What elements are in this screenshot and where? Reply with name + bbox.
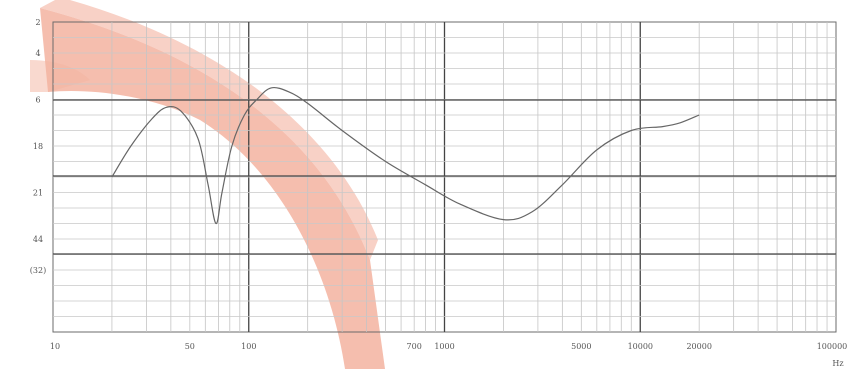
decorative-arc [40, 8, 385, 369]
x-tick-label: 20000 [686, 342, 711, 351]
x-tick-label: 5000 [571, 342, 591, 351]
y-tick-label: 6 [35, 96, 40, 105]
x-tick-label: 100 [241, 342, 256, 351]
x-tick-labels: 10 50 100 700 1000 5000 10000 20000 100000 [50, 342, 847, 351]
response-curve [111, 86, 700, 225]
series-layer [111, 86, 700, 225]
y-tick-labels: 2 4 6 18 21 44 (32) [30, 18, 46, 275]
x-unit-label: Hz [832, 359, 843, 368]
y-tick-label: 21 [33, 189, 43, 198]
x-tick-label: 700 [407, 342, 422, 351]
y-tick-label: 18 [33, 142, 43, 151]
y-tick-label: 44 [33, 235, 43, 244]
x-tick-label: 10000 [628, 342, 653, 351]
x-tick-label: 100000 [817, 342, 848, 351]
x-tick-label: 50 [185, 342, 195, 351]
y-tick-label: 2 [35, 18, 40, 27]
x-tick-label: 10 [50, 342, 60, 351]
x-tick-label: 1000 [434, 342, 454, 351]
y-tick-label: (32) [30, 266, 46, 275]
y-tick-label: 4 [35, 49, 40, 58]
grid-layer [52, 21, 837, 333]
